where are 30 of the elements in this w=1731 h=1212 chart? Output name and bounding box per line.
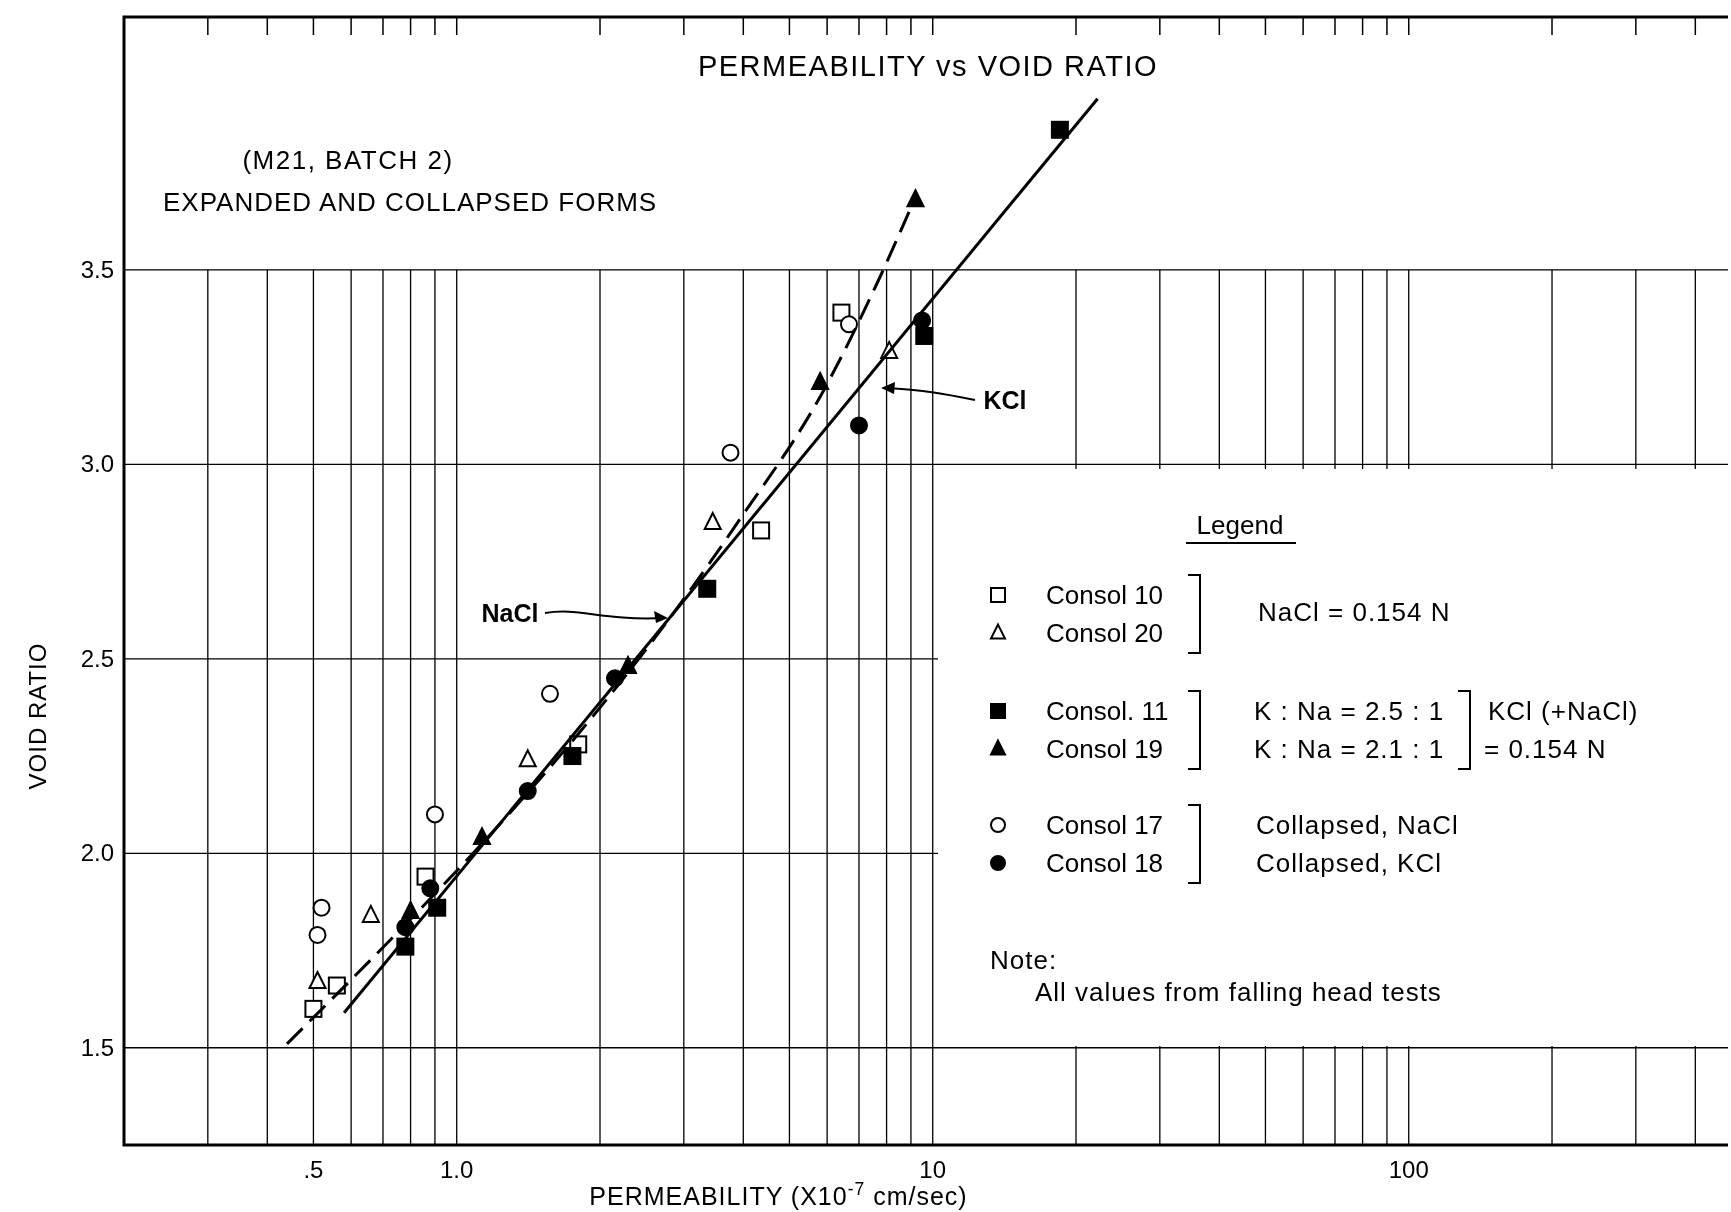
annotation: All values from falling head tests [1035,977,1442,1007]
text: PERMEABILITY vs VOID RATIO [697,50,1159,82]
x-tick-label: .5 [303,1156,324,1183]
annotation: = 0.154 N [1484,734,1607,764]
legend-label: Consol 19 [1046,734,1164,764]
annotation: Collapsed, NaCl [1256,810,1459,840]
annotation: NaCl [481,599,539,627]
legend-title: Legend [1196,510,1284,540]
text: (M21, BATCH 2) [242,145,454,175]
annotation: Note: [990,945,1058,975]
y-tick-label: 1.5 [80,1033,114,1061]
annotation: K : Na = 2.1 : 1 [1254,734,1445,764]
y-tick-label: 3.0 [80,450,114,478]
legend-label: Consol. 11 [1046,696,1169,726]
annotation: Collapsed, KCl [1256,848,1442,878]
legend-label: Consol 18 [1046,848,1164,878]
x-tick-label: 1.0 [440,1156,474,1183]
legend-label: Consol 10 [1046,580,1164,610]
y-tick-label: 2.0 [80,839,114,867]
legend-label: Consol 20 [1046,618,1164,648]
y-tick-label: 2.5 [80,644,114,672]
annotation: NaCl = 0.154 N [1258,597,1451,627]
annotation: EXPANDED AND COLLAPSED FORMS [163,187,658,217]
annotation: KCl (+NaCl) [1488,696,1639,726]
annotation: K : Na = 2.5 : 1 [1254,696,1445,726]
y-tick-label: 3.5 [80,255,114,283]
y-axis-title: VOID RATIO [24,642,51,790]
legend-label: Consol 17 [1046,810,1164,840]
annotation: KCl [983,386,1027,414]
x-tick-label: 100 [1388,1156,1429,1183]
